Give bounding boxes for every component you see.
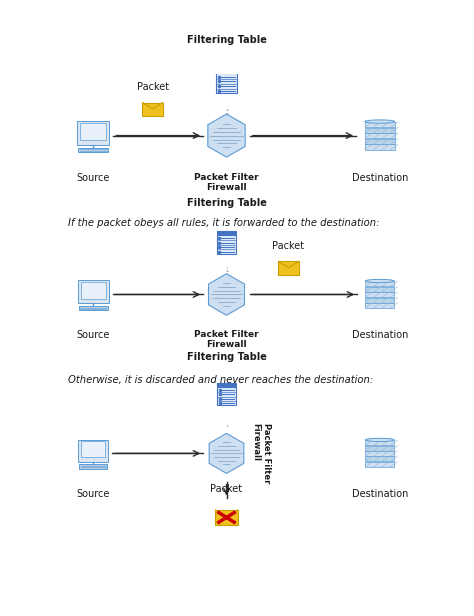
FancyBboxPatch shape xyxy=(278,261,299,275)
FancyBboxPatch shape xyxy=(78,280,109,303)
FancyBboxPatch shape xyxy=(218,383,236,388)
FancyBboxPatch shape xyxy=(79,464,107,469)
FancyBboxPatch shape xyxy=(77,121,109,145)
Text: Otherwise, it is discarded and never reaches the destination:: Otherwise, it is discarded and never rea… xyxy=(68,375,373,385)
FancyBboxPatch shape xyxy=(365,451,394,456)
FancyBboxPatch shape xyxy=(365,122,395,127)
Text: Filtering Table: Filtering Table xyxy=(187,198,266,208)
Ellipse shape xyxy=(365,120,395,123)
FancyBboxPatch shape xyxy=(217,230,236,254)
Text: Destination: Destination xyxy=(352,172,408,182)
Text: Packet Filter
Firewall: Packet Filter Firewall xyxy=(251,423,271,484)
FancyBboxPatch shape xyxy=(365,298,394,302)
FancyBboxPatch shape xyxy=(81,441,105,457)
Text: Destination: Destination xyxy=(352,330,408,340)
FancyBboxPatch shape xyxy=(217,230,236,236)
FancyBboxPatch shape xyxy=(217,69,237,94)
FancyBboxPatch shape xyxy=(365,303,394,308)
FancyBboxPatch shape xyxy=(80,123,107,140)
Text: Filtering Table: Filtering Table xyxy=(187,352,266,362)
Polygon shape xyxy=(209,274,245,315)
Text: Packet: Packet xyxy=(137,82,169,92)
Text: If the packet obeys all rules, it is forwarded to the destination:: If the packet obeys all rules, it is for… xyxy=(68,218,379,229)
FancyBboxPatch shape xyxy=(217,69,237,74)
FancyBboxPatch shape xyxy=(78,148,109,152)
FancyBboxPatch shape xyxy=(365,287,394,292)
FancyBboxPatch shape xyxy=(79,440,108,462)
FancyBboxPatch shape xyxy=(79,306,108,310)
Ellipse shape xyxy=(365,280,394,283)
Text: Destination: Destination xyxy=(352,489,408,499)
Ellipse shape xyxy=(365,439,394,442)
FancyBboxPatch shape xyxy=(218,383,236,405)
Text: Packet Filter
Firewall: Packet Filter Firewall xyxy=(194,330,259,349)
Polygon shape xyxy=(208,114,245,157)
FancyBboxPatch shape xyxy=(365,456,394,461)
FancyBboxPatch shape xyxy=(365,446,394,451)
FancyBboxPatch shape xyxy=(216,510,237,525)
Text: Filtering Table: Filtering Table xyxy=(187,36,266,46)
FancyBboxPatch shape xyxy=(365,292,394,297)
Polygon shape xyxy=(209,434,244,473)
FancyBboxPatch shape xyxy=(81,282,106,299)
Text: Source: Source xyxy=(77,330,110,340)
FancyBboxPatch shape xyxy=(365,139,395,144)
FancyBboxPatch shape xyxy=(365,144,395,150)
FancyBboxPatch shape xyxy=(365,440,394,445)
FancyBboxPatch shape xyxy=(365,462,394,467)
Text: Source: Source xyxy=(77,489,110,499)
Text: Packet: Packet xyxy=(273,241,305,251)
FancyBboxPatch shape xyxy=(142,102,163,116)
FancyBboxPatch shape xyxy=(365,128,395,133)
FancyBboxPatch shape xyxy=(365,133,395,139)
Text: Packet Filter
Firewall: Packet Filter Firewall xyxy=(194,172,259,192)
FancyBboxPatch shape xyxy=(365,282,394,286)
Text: Source: Source xyxy=(77,172,110,182)
Text: Packet: Packet xyxy=(210,484,243,493)
